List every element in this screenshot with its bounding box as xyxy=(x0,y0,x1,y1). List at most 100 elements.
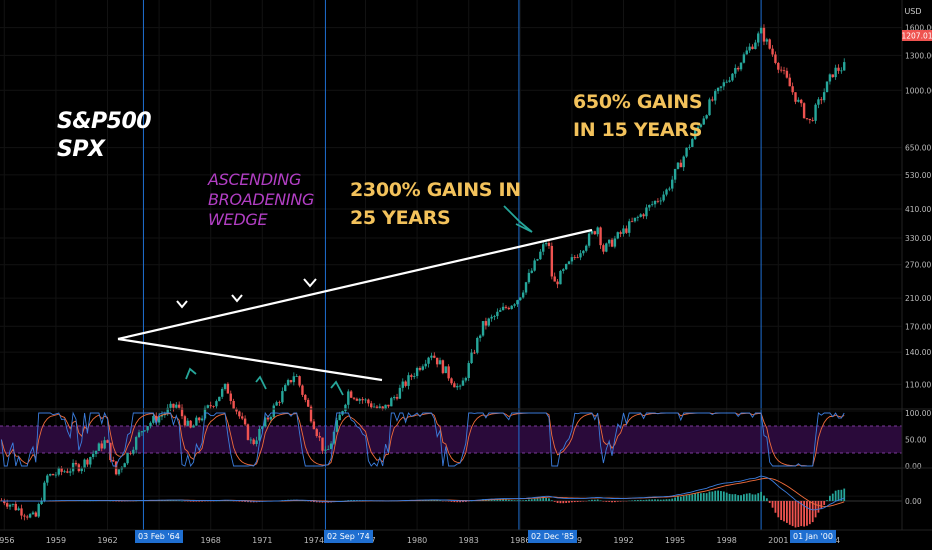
candle xyxy=(662,191,665,203)
candle xyxy=(404,380,407,388)
candle xyxy=(768,38,771,50)
year-tick-label: 1956 xyxy=(0,536,14,545)
macd-bar xyxy=(120,501,123,502)
candle xyxy=(800,98,803,107)
candle xyxy=(553,272,556,282)
year-tick-label: 1962 xyxy=(97,536,117,545)
macd-bar xyxy=(826,500,828,501)
candle xyxy=(602,243,605,255)
candle xyxy=(599,226,602,249)
candle xyxy=(504,305,508,310)
candle xyxy=(192,424,195,428)
macd-bar xyxy=(568,501,570,503)
macd-bar xyxy=(614,501,616,503)
macd-bar xyxy=(777,501,780,518)
candle xyxy=(48,473,52,477)
candle xyxy=(607,239,611,247)
candle xyxy=(430,352,433,361)
macd-bar xyxy=(542,498,545,501)
candle xyxy=(467,360,470,382)
candle xyxy=(762,24,766,46)
candle xyxy=(530,268,533,274)
candle xyxy=(3,498,6,506)
candle xyxy=(619,230,622,238)
macd-bar xyxy=(745,493,748,501)
macd-bar xyxy=(645,499,648,501)
candle xyxy=(424,359,427,369)
candle xyxy=(258,426,261,442)
candle xyxy=(112,456,115,462)
candle xyxy=(788,73,791,87)
candle xyxy=(278,400,281,407)
candle xyxy=(659,197,662,205)
macd-bar xyxy=(571,501,573,503)
macd-bar xyxy=(685,495,688,501)
candle xyxy=(567,260,571,265)
macd-bar xyxy=(688,494,691,501)
macd-bar xyxy=(530,499,533,501)
candle xyxy=(97,442,101,452)
candle xyxy=(83,458,86,472)
candle xyxy=(639,213,642,218)
candle xyxy=(189,420,192,429)
candle xyxy=(711,96,714,102)
price-tick-label: 410.00 xyxy=(905,205,931,214)
candle xyxy=(777,61,780,74)
macd-bar xyxy=(843,488,846,501)
candle xyxy=(564,263,568,271)
candle xyxy=(676,162,680,170)
candle xyxy=(716,87,720,94)
date-marker-label-2: 02 Sep '74 xyxy=(324,530,373,543)
candle xyxy=(516,299,519,308)
macd-bar xyxy=(671,498,674,501)
macd-bar xyxy=(702,493,705,501)
candle xyxy=(791,82,794,95)
candle xyxy=(220,387,224,400)
candle xyxy=(94,450,98,458)
macd-bar xyxy=(677,496,679,501)
macd-bar xyxy=(788,501,791,525)
candle xyxy=(381,406,384,411)
macd-bar xyxy=(774,501,777,513)
candle xyxy=(805,118,809,121)
candle xyxy=(241,412,244,421)
candle xyxy=(51,473,55,476)
candle xyxy=(822,88,826,103)
candle xyxy=(100,440,103,452)
year-tick-label: 2001 xyxy=(768,536,788,545)
macd-bar xyxy=(820,501,823,510)
candle xyxy=(367,398,370,407)
macd-bar xyxy=(751,494,754,501)
macd-bar xyxy=(786,501,788,523)
macd-bar xyxy=(548,498,550,501)
candle xyxy=(447,364,450,381)
candle xyxy=(484,317,488,330)
macd-bar xyxy=(711,491,714,501)
candle xyxy=(218,396,221,402)
candle xyxy=(837,64,840,74)
candle xyxy=(387,404,390,409)
macd-bar xyxy=(674,497,676,501)
candle xyxy=(613,235,617,249)
macd-bar xyxy=(834,490,837,501)
price-tick-label: 110.00 xyxy=(905,380,931,389)
macd-bar xyxy=(728,493,731,501)
macd-bar xyxy=(550,500,553,501)
year-tick-label: 1992 xyxy=(613,536,633,545)
candle xyxy=(172,403,175,412)
macd-bar xyxy=(665,499,668,501)
candle xyxy=(246,423,250,441)
candle xyxy=(37,502,40,518)
candle xyxy=(117,469,121,476)
macd-bar xyxy=(808,501,811,525)
macd-bar xyxy=(668,499,671,501)
macd-bar xyxy=(513,500,516,501)
macd-bar xyxy=(725,492,728,501)
macd-bar xyxy=(765,498,768,501)
candle xyxy=(820,96,823,105)
macd-bar xyxy=(679,496,682,501)
candle xyxy=(605,242,608,253)
price-tick-label: 210.00 xyxy=(905,294,931,303)
candle xyxy=(679,159,683,168)
